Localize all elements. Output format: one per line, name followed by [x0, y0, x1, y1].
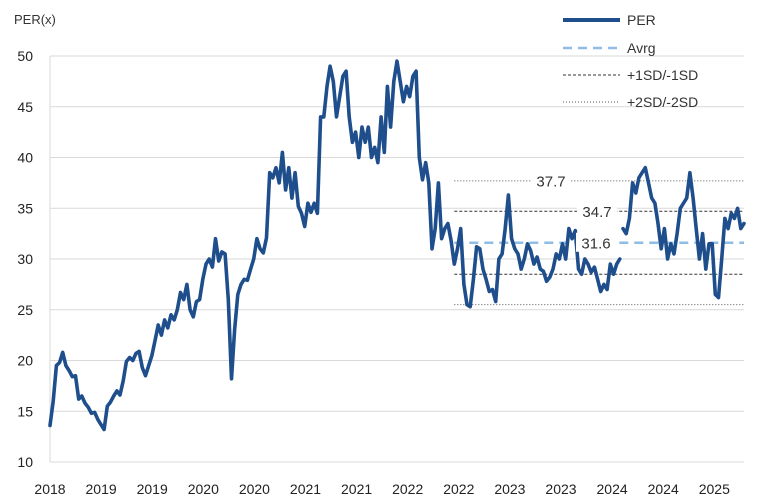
- legend-label-3: +2SD/-2SD: [627, 94, 698, 110]
- x-tick-2: 2019: [137, 481, 168, 497]
- band-label-2: 31.6: [581, 235, 610, 252]
- band-label-bg-0: [531, 170, 571, 190]
- y-tick-25: 25: [17, 302, 33, 318]
- per-line-segment-1: [621, 165, 746, 300]
- x-tick-3: 2020: [188, 481, 219, 497]
- y-axis-unit: PER(x): [14, 12, 56, 27]
- band-label-bg-1: [577, 201, 617, 221]
- y-tick-20: 20: [17, 353, 33, 369]
- x-tick-12: 2024: [648, 481, 679, 497]
- band-label-bg-2: [576, 232, 616, 252]
- gridlines: [49, 55, 744, 463]
- x-tick-labels: 2018 2019 2019 2020 2020 2021 2021 2022 2022 2023…: [34, 481, 730, 497]
- legend-label-2: +1SD/-1SD: [627, 67, 698, 83]
- legend-label-0: PER: [627, 12, 656, 28]
- y-tick-35: 35: [17, 200, 33, 216]
- x-tick-4: 2020: [239, 481, 270, 497]
- x-tick-9: 2023: [494, 481, 525, 497]
- x-tick-6: 2021: [341, 481, 372, 497]
- band-value-labels: 37.7 34.7 31.6: [531, 170, 617, 252]
- y-tick-50: 50: [17, 48, 33, 64]
- x-tick-7: 2022: [392, 481, 423, 497]
- band-label-1: 34.7: [582, 204, 611, 221]
- x-tick-11: 2024: [597, 481, 628, 497]
- x-tick-5: 2021: [290, 481, 321, 497]
- per-line-segment-0: [48, 59, 622, 432]
- y-tick-15: 15: [17, 403, 33, 419]
- y-tick-30: 30: [17, 251, 33, 267]
- x-tick-0: 2018: [34, 481, 65, 497]
- x-tick-10: 2023: [545, 481, 576, 497]
- legend-label-1: Avrg: [627, 40, 656, 56]
- x-tick-8: 2022: [443, 481, 474, 497]
- y-tick-labels: 10 15 20 25 30 35 40 45 50: [17, 48, 33, 470]
- y-tick-40: 40: [17, 150, 33, 166]
- per-series: [48, 59, 746, 432]
- legend: PER Avrg +1SD/-1SD +2SD/-2SD: [563, 12, 698, 110]
- x-tick-1: 2019: [86, 481, 117, 497]
- y-tick-10: 10: [17, 454, 33, 470]
- y-tick-45: 45: [17, 99, 33, 115]
- x-tick-13: 2025: [699, 481, 730, 497]
- band-label-0: 37.7: [536, 173, 565, 190]
